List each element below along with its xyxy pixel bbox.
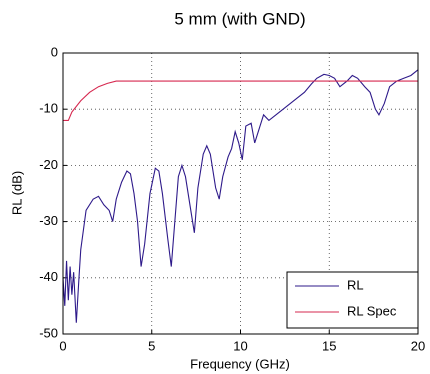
x-tick-label: 5 [148, 338, 155, 353]
legend-box [286, 271, 419, 329]
y-tick-label: -10 [39, 101, 58, 116]
x-axis-label: Frequency (GHz) [190, 356, 290, 371]
y-axis-label: RL (dB) [9, 171, 24, 215]
x-tick-label: 0 [59, 338, 66, 353]
line [63, 80, 418, 121]
legend-label: RL [347, 277, 364, 292]
y-tick-label: -30 [39, 213, 58, 228]
y-tick-label: 0 [51, 44, 58, 59]
x-tick-label: 20 [411, 338, 425, 353]
y-tick-label: -50 [39, 325, 58, 340]
x-tick-label: 15 [322, 338, 336, 353]
chart-title: 5 mm (with GND) [174, 9, 305, 28]
plot-frame [62, 52, 419, 335]
line [62, 69, 419, 323]
y-tick-label: -20 [39, 157, 58, 172]
y-tick-label: -40 [39, 269, 58, 284]
legend-label: RL Spec [347, 303, 397, 318]
x-tick-label: 10 [233, 338, 247, 353]
